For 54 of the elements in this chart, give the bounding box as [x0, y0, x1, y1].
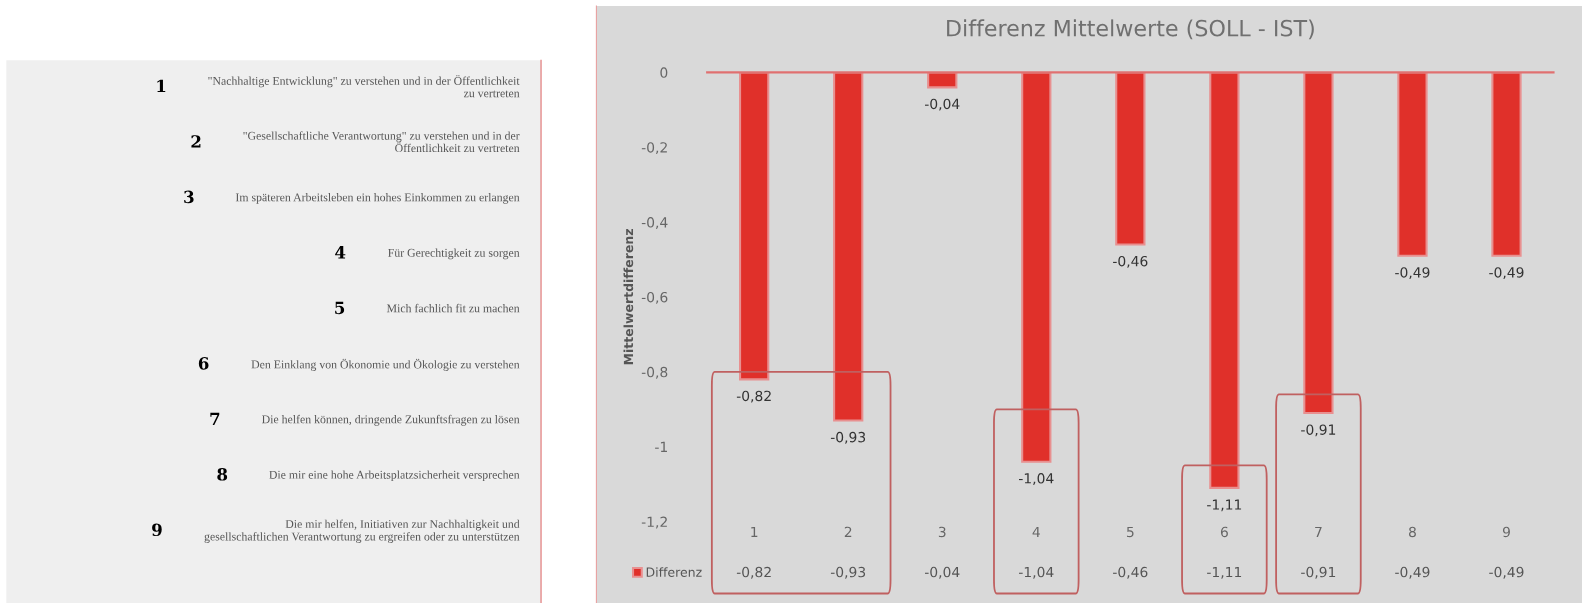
data-label: -0,49	[1395, 566, 1430, 579]
text: -1,04	[1019, 473, 1054, 485]
category-label: 8	[217, 468, 228, 481]
text: Die mir helfen, Initiativen zur Nachhaltigkeit und gesellschaftlichen Verantwortung zu ergreifen oder zu unterstützen	[204, 519, 520, 543]
category-label: 6	[198, 357, 209, 370]
data-label: -1,11	[1207, 566, 1242, 579]
y-axis-title: Mittelwertdifferenz	[623, 229, 634, 365]
x-tick-label: 5	[1126, 526, 1134, 538]
text: -0,82	[736, 390, 771, 403]
text: -1,11	[1207, 499, 1242, 512]
text: Im späteren Arbeitsleben ein hohes Einkommen zu erlangen	[235, 193, 520, 204]
category-label: 2	[191, 135, 201, 148]
category-label: 3	[184, 190, 194, 204]
y-tick-label: -1	[655, 441, 667, 452]
y-tick-label: -0,4	[641, 217, 668, 229]
y-tick-label: -0,6	[641, 291, 668, 304]
x-tick-label: 1	[751, 526, 758, 538]
y-tick-label: -0,2	[641, 142, 667, 155]
y-tick-label: -0,8	[641, 366, 668, 379]
data-label: -1,04	[1019, 566, 1054, 579]
y-tick-label: 0	[660, 67, 668, 78]
text: Die helfen können, dringende Zukunftsfragen zu lösen	[261, 414, 520, 426]
x-tick-label: 3	[938, 526, 946, 538]
text: Für Gerechtigkeit zu sorgen	[388, 248, 520, 260]
data-label: -0,91	[1301, 566, 1336, 579]
chart-title: Differenz Mittelwerte (SOLL - IST)	[947, 19, 1314, 40]
text: Die mir eine hohe Arbeitsplatzsicherheit versprechen	[269, 470, 520, 482]
x-tick-label: 6	[1220, 526, 1228, 538]
x-tick-label: 8	[1408, 526, 1416, 538]
data-label: -0,82	[736, 566, 771, 579]
category-label: 4	[335, 246, 346, 259]
x-tick-label: 7	[1315, 526, 1322, 538]
text: -0,46	[1113, 255, 1148, 268]
x-tick-label: 2	[844, 526, 852, 538]
x-tick-label: 9	[1502, 526, 1510, 538]
text: -0,04	[924, 98, 960, 111]
category-label: 7	[210, 412, 220, 425]
data-label: -0,93	[830, 566, 866, 579]
category-label: 5	[335, 301, 345, 315]
legend-label: Differenz	[646, 567, 702, 577]
text: Den Einklang von Ökonomie und Ökologie zu verstehen	[251, 358, 520, 371]
text: "Nachhaltige Entwicklung" zu verstehen und in der Öffentlichkeit zu vertreten	[208, 75, 520, 98]
text: -0,49	[1395, 267, 1430, 280]
text: "Gesellschaftliche Verantwortung" zu verstehen und in der Öffentlichkeit zu vertreten	[243, 131, 520, 153]
text: -0,93	[830, 431, 866, 444]
category-label: 1	[157, 79, 166, 93]
data-label: -0,04	[924, 566, 960, 579]
data-label: -0,49	[1489, 566, 1524, 579]
text: Mich fachlich fit zu machen	[386, 303, 520, 313]
text: -0,91	[1301, 424, 1336, 437]
text: -0,49	[1489, 267, 1524, 280]
x-tick-label: 4	[1032, 526, 1040, 538]
y-tick-label: -1,2	[641, 516, 667, 529]
data-label: -0,46	[1113, 566, 1148, 579]
